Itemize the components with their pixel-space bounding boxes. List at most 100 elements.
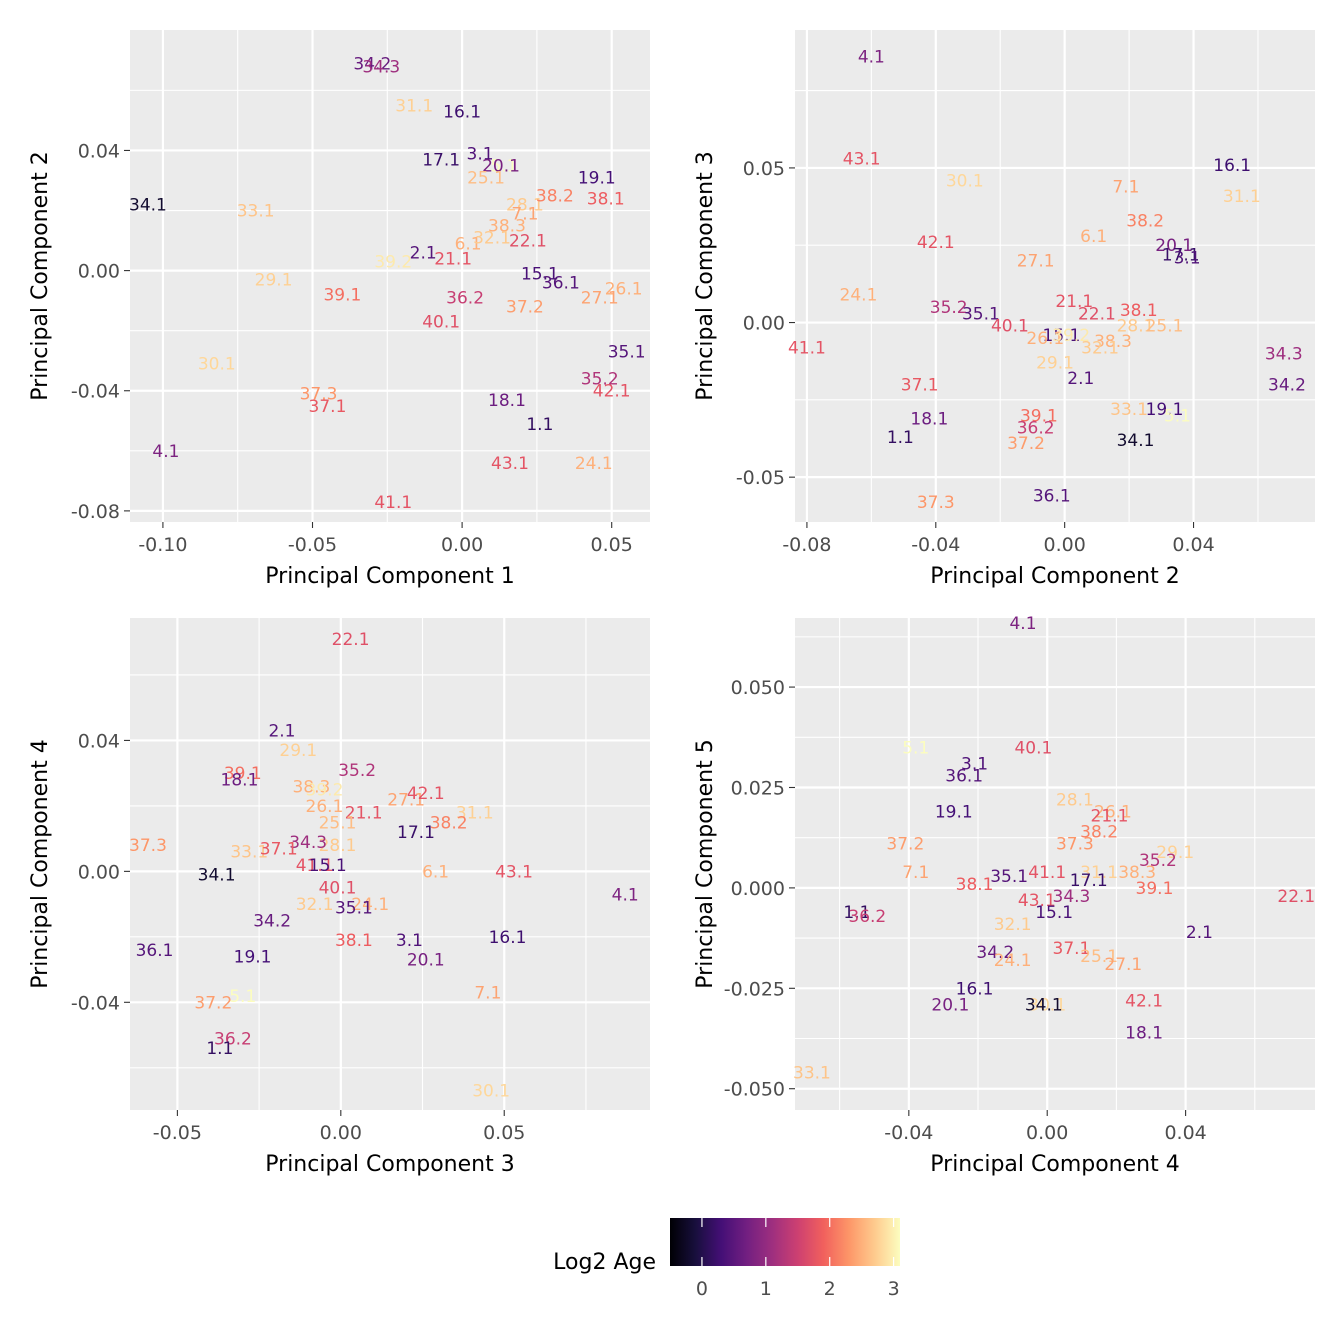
data-point-label: 1.1 (526, 415, 553, 435)
data-point-label: 20.1 (931, 995, 969, 1015)
data-point-label: 15.1 (1035, 903, 1073, 923)
data-point-label: 38.2 (1126, 211, 1164, 231)
data-point-label: 30.1 (198, 355, 236, 375)
data-point-label: 6.1 (422, 862, 449, 882)
data-point-label: 41.1 (1028, 863, 1066, 883)
data-point-label: 38.3 (1094, 332, 1132, 352)
data-point-label: 35.2 (338, 761, 376, 781)
data-point-label: 33.1 (1110, 400, 1148, 420)
data-points: 4.1 43.1 30.1 16.1 7.1 31.1 38.2 42.1 6.1 20.117.… (788, 48, 1306, 513)
data-point-label: 26.1 (1026, 329, 1064, 349)
data-point-label: 42.1 (407, 784, 445, 804)
data-point-label: 38.3 (292, 777, 330, 797)
data-point-label: 42.1 (593, 382, 631, 402)
data-point-label: 39.1 (1020, 406, 1058, 426)
data-point-label: 25.1 (1080, 947, 1118, 967)
data-point-label: 43.1 (1018, 891, 1056, 911)
data-point-label: 27.1 (1104, 955, 1142, 975)
x-tick-label: 0.04 (1164, 1122, 1206, 1144)
data-points: 22.1 2.129.1 35.2 39.118.1 38.339.2 27.142.1 2… (129, 630, 639, 1102)
data-point-label: 24.1 (575, 454, 613, 474)
legend-tick-label: 1 (760, 1278, 772, 1300)
data-point-label: 30.1 (1028, 995, 1066, 1015)
x-tick-label: 0.05 (591, 534, 633, 556)
data-point-label: 26.1 (306, 797, 344, 817)
data-point-label: 7.1 (474, 983, 501, 1003)
x-axis-title: Principal Component 3 (265, 1152, 514, 1177)
data-point-label: 22.1 (1078, 304, 1116, 324)
data-point-label: 2.1 (1186, 923, 1213, 943)
data-point-label: 3.1 (961, 754, 988, 774)
legend-tick-label: 2 (824, 1278, 836, 1300)
data-point-label: 31.1 (456, 803, 494, 823)
data-point-label: 39.2 (306, 781, 344, 801)
data-point-label: 34.1 (1117, 431, 1155, 451)
data-point-label: 29.1 (1156, 843, 1194, 863)
x-tick-label: 0.00 (320, 1122, 362, 1144)
data-point-label: 28.1 (1117, 317, 1155, 337)
data-point-label: 28.1 (319, 836, 357, 856)
data-point-label: 36.1 (136, 941, 174, 961)
y-tick-label: 0.00 (78, 261, 120, 283)
y-tick-label: 0.00 (78, 861, 120, 883)
data-point-label: 29.1 (255, 271, 293, 291)
x-tick-label: 0.04 (1172, 534, 1214, 556)
data-point-label: 40.1 (422, 313, 460, 333)
data-point-label: 38.1 (587, 190, 625, 210)
x-tick-label: 0.00 (1044, 534, 1086, 556)
data-point-label: 16.1 (443, 102, 481, 122)
data-point-label: 34.2 (353, 54, 391, 74)
panel-pc2-vs-pc3: -0.08 -0.04 0.00 0.04 -0.05 0.00 0.05 Principal… (693, 30, 1315, 589)
data-point-label: 32.1 (296, 895, 334, 915)
x-tick-label: -0.04 (911, 534, 960, 556)
data-point-label: 42.1 (1125, 991, 1163, 1011)
data-point-label: 36.2 (1017, 419, 1055, 439)
data-point-label: 25.1 (1146, 317, 1184, 337)
x-tick-label: -0.08 (782, 534, 831, 556)
data-point-label: 38.1 (956, 875, 994, 895)
data-point-label: 37.1 (260, 839, 298, 859)
data-point-label: 31.1 (1080, 863, 1118, 883)
data-point-label: 17.1 (422, 150, 460, 170)
data-point-label: 37.1 (1053, 939, 1091, 959)
data-point-label: 29.1 (279, 741, 317, 761)
data-point-label: 18.1 (910, 409, 948, 429)
colorbar (670, 1218, 900, 1266)
data-point-label: 38.3 (488, 217, 526, 237)
data-point-label: 25.1 (467, 168, 505, 188)
data-point-label: 3.1 (1174, 249, 1201, 269)
data-point-label: 17.1 (397, 823, 435, 843)
plot-background (795, 30, 1315, 522)
data-points: 4.15.1 40.13.136.128.126.121.119.138.237.… (793, 614, 1315, 1084)
x-tick-label: -0.04 (884, 1122, 933, 1144)
data-point-label: 27.1 (1017, 252, 1055, 272)
data-point-label: 34.3 (362, 57, 400, 77)
data-point-label: 20.1 (482, 156, 520, 176)
data-point-label: 37.3 (300, 385, 338, 405)
panel-pc4-vs-pc5: -0.04 0.00 0.04 -0.050 -0.025 0.000 0.025 0.050… (693, 614, 1315, 1177)
data-point-label: 18.1 (1125, 1023, 1163, 1043)
y-tick-label: -0.025 (724, 978, 785, 1000)
data-point-label: 36.1 (945, 766, 983, 786)
data-point-label: 33.1 (237, 202, 275, 222)
panel-pc1-vs-pc2: -0.10 -0.05 0.00 0.05 -0.08 -0.04 0.00 0.04 Prin… (28, 30, 650, 589)
data-point-label: 4.1 (612, 885, 639, 905)
data-point-label: 16.1 (489, 928, 527, 948)
data-point-label: 35.2 (581, 370, 619, 390)
data-point-label: 1.1 (887, 428, 914, 448)
data-point-label: 37.2 (194, 993, 232, 1013)
data-point-label: 19.1 (578, 168, 616, 188)
data-point-label: 15.1 (309, 856, 347, 876)
data-point-label: 34.2 (253, 911, 291, 931)
data-point-label: 38.3 (1118, 863, 1156, 883)
data-point-label: 27.1 (387, 790, 425, 810)
data-point-label: 4.1 (858, 48, 885, 68)
data-point-label: 37.2 (506, 298, 544, 318)
data-point-label: 28.1 (506, 196, 544, 216)
x-tick-label: 0.05 (483, 1122, 525, 1144)
data-point-label: 21.1 (1055, 292, 1093, 312)
data-point-label: 32.1 (473, 229, 511, 249)
data-point-label: 4.1 (152, 442, 179, 462)
data-point-label: 21.1 (1091, 807, 1129, 827)
data-point-label: 19.1 (1146, 400, 1184, 420)
